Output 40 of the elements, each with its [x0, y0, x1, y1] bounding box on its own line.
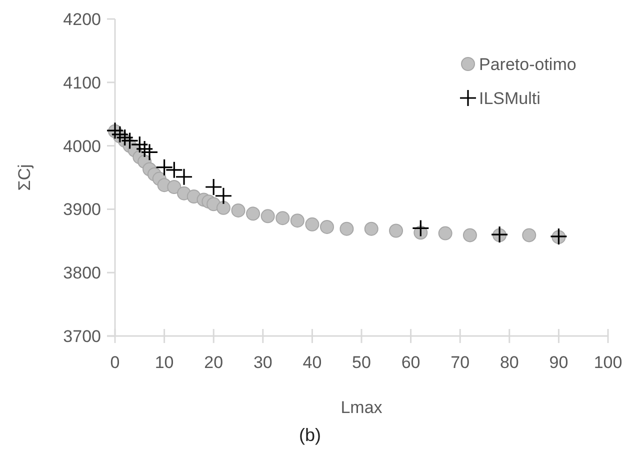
point	[246, 206, 260, 221]
point	[260, 209, 275, 224]
x-tick-label: 10	[154, 353, 174, 372]
point	[156, 158, 174, 176]
text: (b)	[299, 425, 321, 445]
y-tick-label: 3900	[63, 200, 101, 220]
x-tick-label: 20	[204, 353, 224, 372]
point	[412, 219, 430, 238]
x-tick-label: 40	[302, 353, 322, 372]
x-tick-label: 30	[253, 353, 272, 372]
x-tick-label: 90	[549, 353, 568, 372]
point	[462, 228, 477, 242]
x-tick-label: 60	[401, 353, 420, 372]
x-tick-label: 80	[500, 353, 519, 372]
y-tick-label: 3700	[63, 326, 101, 346]
point	[136, 140, 154, 158]
point	[167, 180, 182, 194]
legend-label: Pareto-otimo	[479, 54, 576, 74]
x-tick-label: 70	[450, 353, 470, 372]
point	[340, 222, 354, 236]
y-tick-label: 4200	[63, 10, 101, 29]
point	[231, 203, 246, 218]
point	[320, 220, 334, 234]
x-axis-title: Lmax	[340, 398, 383, 417]
legend-label: ILSMulti	[479, 88, 540, 108]
x-tick-label: 100	[594, 353, 622, 372]
y-axis-title: ΣCj	[15, 164, 34, 191]
point	[364, 222, 378, 236]
point	[438, 226, 452, 240]
y-tick-label: 4000	[63, 136, 101, 156]
point	[522, 228, 536, 242]
point	[216, 200, 230, 215]
point	[276, 211, 290, 226]
y-tick-label: 4100	[63, 73, 101, 92]
point	[290, 214, 304, 228]
x-tick-label: 0	[110, 353, 120, 372]
point	[305, 217, 320, 232]
y-tick-label: 3800	[63, 264, 101, 283]
x-tick-label: 50	[352, 353, 371, 372]
point	[389, 224, 404, 238]
